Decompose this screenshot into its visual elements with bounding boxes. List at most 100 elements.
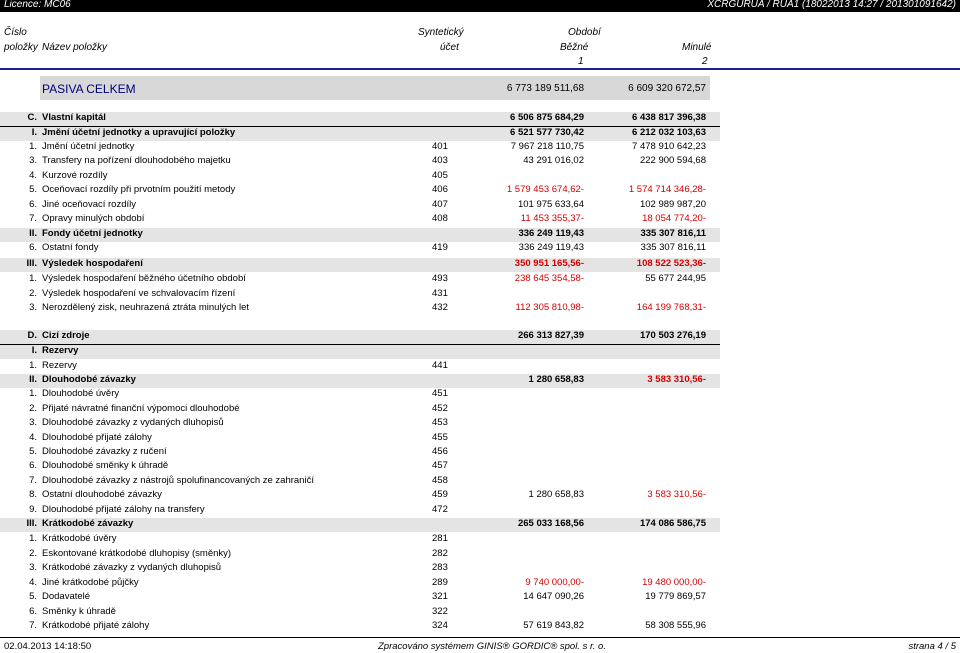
row-value-previous: 7 478 910 642,23 <box>632 141 706 152</box>
row-label: Krátkodobé přijaté zálohy <box>42 620 150 631</box>
table-row: 4. Jiné krátkodobé půjčky 289 9 740 000,00-… <box>0 577 720 591</box>
row-code: 4. <box>29 170 37 181</box>
row-code: 6. <box>29 242 37 253</box>
row-label: Jmění účetní jednotky a upravující polož… <box>42 127 236 138</box>
row-account: 458 <box>432 475 448 486</box>
row-value-current: 265 033 168,56 <box>517 518 584 529</box>
row-label: Dlouhodobé závazky z vydaných dluhopisů <box>42 417 224 428</box>
row-code: 1. <box>29 141 37 152</box>
row-code: I. <box>31 345 37 356</box>
total-label: PASIVA CELKEM <box>42 82 136 96</box>
row-code: 5. <box>29 446 37 457</box>
row-value-current: 6 521 577 730,42 <box>510 127 584 138</box>
row-account: 493 <box>432 273 448 284</box>
row-code: 5. <box>29 591 37 602</box>
row-value-previous: 3 583 310,56- <box>647 489 706 500</box>
subtotal-row: I. Jmění účetní jednotky a upravující pol… <box>0 127 720 141</box>
row-account: 405 <box>432 170 448 181</box>
row-code: C. <box>27 112 38 123</box>
table-row: 4. Dlouhodobé přijaté zálohy 455 <box>0 432 720 446</box>
row-value-previous: 108 522 523,36- <box>636 258 706 269</box>
row-label: Ostatní fondy <box>42 242 99 253</box>
row-label: Přijaté návratné finanční výpomoci dlouh… <box>42 403 240 414</box>
header-synteticky: Syntetický <box>418 27 464 38</box>
row-label: Dodavatelé <box>42 591 91 602</box>
row-value-previous: 174 086 586,75 <box>639 518 706 529</box>
table-row: 6. Dlouhodobé směnky k úhradě 457 <box>0 460 720 474</box>
total-value-previous: 6 609 320 672,57 <box>628 83 706 94</box>
row-code: 4. <box>29 432 37 443</box>
row-label: Krátkodobé úvěry <box>42 533 117 544</box>
row-label: Vlastní kapitál <box>42 112 106 123</box>
row-value-previous: 164 199 768,31- <box>636 302 706 313</box>
row-value-current: 1 579 453 674,62- <box>506 184 584 195</box>
table-row: 5. Dlouhodobé závazky z ručení 456 <box>0 446 720 460</box>
row-value-previous: 58 308 555,96 <box>645 620 706 631</box>
header-ucet: účet <box>440 42 459 53</box>
row-value-previous: 335 307 816,11 <box>640 242 706 253</box>
row-value-previous: 55 677 244,95 <box>645 273 706 284</box>
row-code: 4. <box>29 577 37 588</box>
row-value-previous: 6 212 032 103,63 <box>632 127 706 138</box>
table-row: 3. Transfery na pořízení dlouhodobého maj… <box>0 155 720 169</box>
row-label: Výsledek hospodaření ve schvalovacím říz… <box>42 288 236 299</box>
row-account: 457 <box>432 460 448 471</box>
table-row: 1. Krátkodobé úvěry 281 <box>0 533 720 547</box>
row-label: Krátkodobé závazky z vydaných dluhopisů <box>42 562 222 573</box>
row-account: 455 <box>432 432 448 443</box>
row-value-current: 238 645 354,58- <box>514 273 584 284</box>
section-row: C. Vlastní kapitál 6 506 875 684,29 6 438 8… <box>0 112 720 127</box>
row-label: Dlouhodobé směnky k úhradě <box>42 460 169 471</box>
row-account: 451 <box>432 388 448 399</box>
row-value-previous: 19 779 869,57 <box>645 591 706 602</box>
footer-divider <box>0 637 960 638</box>
header-nazev: Název položky <box>42 42 108 53</box>
row-code: 2. <box>29 288 37 299</box>
table-row: 6. Směnky k úhradě 322 <box>0 606 720 620</box>
table-row: 9. Dlouhodobé přijaté zálohy na transfery… <box>0 504 720 518</box>
row-code: II. <box>29 228 37 239</box>
table-row: 7. Opravy minulých období 408 11 453 355,37… <box>0 213 720 227</box>
row-label: Jiné oceňovací rozdíly <box>42 199 136 210</box>
row-value-current: 266 313 827,39 <box>517 330 584 341</box>
row-code: 6. <box>29 460 37 471</box>
row-label: Transfery na pořízení dlouhodobého majet… <box>42 155 231 166</box>
row-value-previous: 3 583 310,56- <box>647 374 706 385</box>
row-value-current: 112 305 810,98- <box>515 302 585 313</box>
header-bezne: Běžné <box>560 42 589 53</box>
row-code: 3. <box>29 155 37 166</box>
row-code: 7. <box>29 620 37 631</box>
row-value-current: 350 951 165,56- <box>514 258 584 269</box>
footer-page: strana 4 / 5 <box>908 641 956 652</box>
table-row: 8. Ostatní dlouhodobé závazky 459 1 280 658… <box>0 489 720 503</box>
row-value-current: 57 619 843,82 <box>523 620 584 631</box>
subtotal-row: III. Výsledek hospodaření 350 951 165,56- 1… <box>0 258 720 272</box>
table-row: 5. Oceňovací rozdíly při prvotním použití… <box>0 184 720 198</box>
table-row: 1. Dlouhodobé úvěry 451 <box>0 388 720 402</box>
row-account: 408 <box>432 213 448 224</box>
row-account: 452 <box>432 403 448 414</box>
row-code: D. <box>27 330 38 341</box>
header-minule: Minulé <box>682 42 712 53</box>
row-label: Fondy účetní jednotky <box>42 228 143 239</box>
row-label: Dlouhodobé úvěry <box>42 388 120 399</box>
row-label: Krátkodobé závazky <box>42 518 134 529</box>
row-account: 441 <box>432 360 448 371</box>
row-account: 453 <box>432 417 448 428</box>
row-label: Ostatní dlouhodobé závazky <box>42 489 162 500</box>
row-code: 3. <box>29 302 37 313</box>
row-label: Rezervy <box>42 360 77 371</box>
table-row: 1. Výsledek hospodaření běžného účetního … <box>0 273 720 287</box>
row-label: Jmění účetní jednotky <box>42 141 135 152</box>
row-label: Dlouhodobé závazky z ručení <box>42 446 167 457</box>
row-account: 419 <box>432 242 448 253</box>
subtotal-row: I. Rezervy <box>0 345 720 359</box>
row-code: 7. <box>29 475 37 486</box>
row-account: 321 <box>432 591 448 602</box>
row-value-previous: 6 438 817 396,38 <box>632 112 706 123</box>
row-label: Rezervy <box>42 345 79 356</box>
row-label: Dlouhodobé přijaté zálohy <box>42 432 152 443</box>
row-value-previous: 18 054 774,20- <box>642 213 706 224</box>
row-account: 282 <box>432 548 448 559</box>
row-value-current: 1 280 658,83 <box>528 489 584 500</box>
